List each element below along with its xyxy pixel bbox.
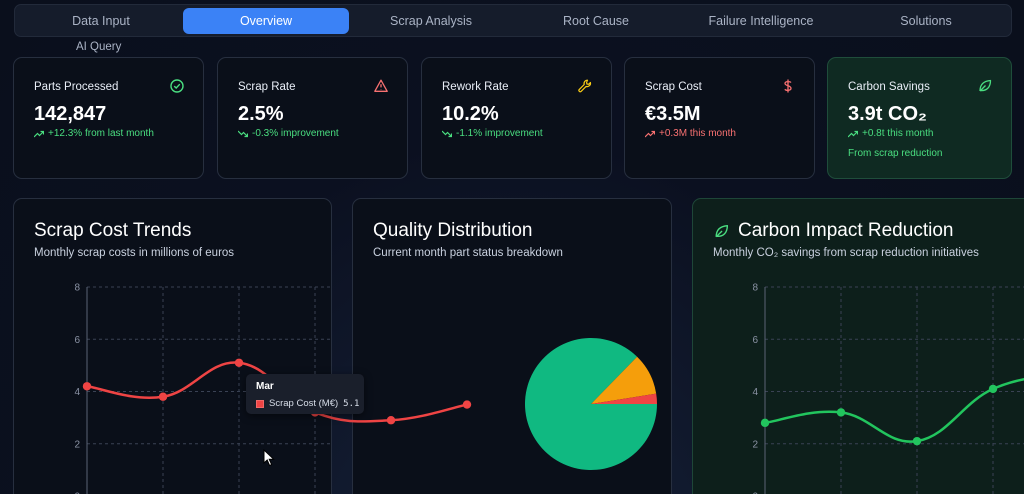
- panel-subtitle: Current month part status breakdown: [373, 247, 563, 259]
- tooltip-swatch: [256, 399, 264, 408]
- trend-down-icon: [442, 130, 452, 137]
- panel-subtitle: Monthly CO₂ savings from scrap reduction…: [713, 247, 979, 259]
- scrap-cost-trends-panel: Scrap Cost Trends Monthly scrap costs in…: [13, 198, 332, 494]
- kpi-card-parts-processed: Parts Processed 142,847 +12.3% from last…: [13, 57, 204, 179]
- main-tab-bar: Data Input Overview Scrap Analysis Root …: [14, 4, 1012, 37]
- tab-failure-intelligence[interactable]: Failure Intelligence: [708, 14, 814, 28]
- kpi-value: 3.9t CO₂: [848, 103, 927, 125]
- tab-solutions[interactable]: Solutions: [900, 14, 952, 28]
- tooltip-series: Scrap Cost (M€): [269, 398, 339, 409]
- trend-up-icon: [34, 130, 44, 137]
- kpi-card-rework-rate: Rework Rate 10.2% -1.1% improvement: [421, 57, 612, 179]
- tooltip-row: Scrap Cost (M€) 5.1: [256, 398, 359, 409]
- trend-down-icon: [238, 130, 248, 137]
- kpi-change: -1.1% improvement: [442, 128, 543, 139]
- kpi-change: -0.3% improvement: [238, 128, 339, 139]
- kpi-change-text: +0.3M this month: [659, 128, 736, 139]
- kpi-card-scrap-cost: Scrap Cost €3.5M +0.3M this month: [624, 57, 815, 179]
- carbon-impact-panel: Carbon Impact Reduction Monthly CO₂ savi…: [692, 198, 1024, 494]
- kpi-change: +0.3M this month: [645, 128, 736, 139]
- kpi-value: 142,847: [34, 103, 107, 125]
- leaf-icon: [715, 224, 729, 237]
- tab-root-cause[interactable]: Root Cause: [562, 14, 629, 28]
- kpi-label: Parts Processed: [34, 81, 119, 93]
- kpi-change-text: -1.1% improvement: [456, 128, 543, 139]
- dollar-icon: [784, 79, 792, 93]
- trend-up-icon: [848, 130, 858, 137]
- kpi-label: Scrap Rate: [238, 81, 296, 93]
- leaf-icon: [979, 79, 992, 92]
- kpi-change: +12.3% from last month: [34, 128, 154, 139]
- panel-title: Quality Distribution: [373, 220, 533, 241]
- kpi-note: From scrap reduction: [848, 148, 943, 159]
- mouse-cursor-icon: [263, 449, 275, 467]
- kpi-card-carbon-savings: Carbon Savings 3.9t CO₂ +0.8t this month…: [827, 57, 1012, 179]
- kpi-change-text: +12.3% from last month: [48, 128, 154, 139]
- kpi-label: Scrap Cost: [645, 81, 702, 93]
- tooltip-title: Mar: [256, 381, 274, 392]
- panel-title: Carbon Impact Reduction: [713, 220, 953, 242]
- kpi-value: 2.5%: [238, 103, 284, 125]
- kpi-change-text: +0.8t this month: [862, 128, 934, 139]
- kpi-label: Rework Rate: [442, 81, 509, 93]
- chart-tooltip: Mar Scrap Cost (M€) 5.1: [246, 374, 364, 414]
- panel-title: Scrap Cost Trends: [34, 220, 192, 241]
- kpi-value: 10.2%: [442, 103, 499, 125]
- kpi-label: Carbon Savings: [848, 81, 930, 93]
- panel-title-text: Carbon Impact Reduction: [738, 220, 954, 241]
- kpi-card-scrap-rate: Scrap Rate 2.5% -0.3% improvement: [217, 57, 408, 179]
- tab-data-input[interactable]: Data Input: [72, 14, 130, 28]
- tab-scrap-analysis[interactable]: Scrap Analysis: [390, 14, 472, 28]
- panel-subtitle: Monthly scrap costs in millions of euros: [34, 247, 235, 259]
- kpi-change-text: -0.3% improvement: [252, 128, 339, 139]
- kpi-change: +0.8t this month: [848, 128, 933, 139]
- tooltip-value: 5.1: [343, 398, 360, 409]
- check-circle-icon: [170, 79, 184, 93]
- kpi-value: €3.5M: [645, 103, 701, 125]
- trend-up-icon: [645, 130, 655, 137]
- tab-overview[interactable]: Overview: [183, 8, 349, 34]
- tab-ai-query[interactable]: AI Query: [76, 41, 122, 53]
- quality-distribution-panel: Quality Distribution Current month part …: [352, 198, 672, 494]
- warning-triangle-icon: [374, 79, 388, 92]
- wrench-icon: [578, 79, 592, 93]
